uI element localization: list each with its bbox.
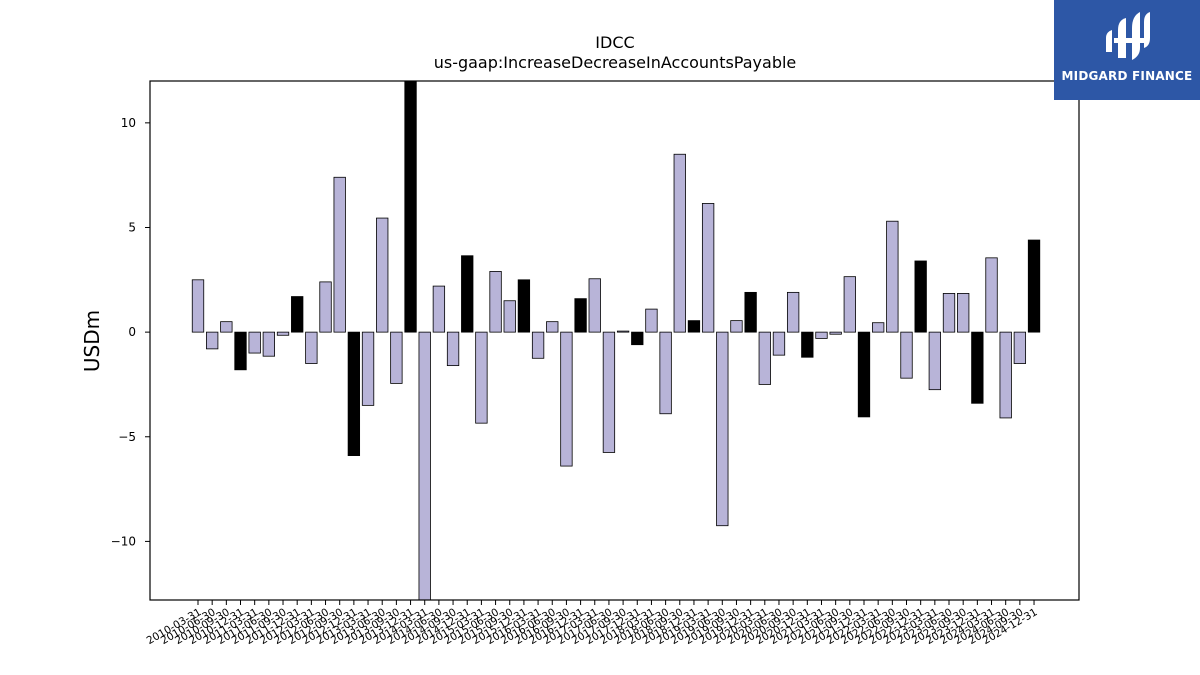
bar-2017-03-31: [588, 278, 601, 333]
bar-2011-03-31: [248, 331, 261, 354]
y-tick-label: −5: [118, 430, 136, 444]
y-tick-label: 0: [128, 325, 136, 339]
plot-frame: [149, 80, 1080, 601]
bar-2022-03-31: [872, 322, 885, 333]
bar-2015-03-31: [475, 331, 488, 424]
bar-2023-06-30: [942, 293, 956, 333]
bar-2019-09-30: [730, 320, 743, 333]
bar-2011-12-31: [291, 296, 304, 333]
bar-2012-06-30: [319, 281, 332, 333]
bar-2018-03-31: [645, 308, 658, 333]
bar-2014-03-31: [418, 331, 431, 601]
bar-2016-09-30: [560, 331, 573, 467]
brand-logo: MIDGARD FINANCE: [1054, 0, 1200, 100]
bar-2024-06-30: [999, 331, 1012, 419]
bar-2019-12-31: [744, 291, 757, 333]
bar-2023-12-31: [971, 331, 984, 404]
chart-title: IDCC: [595, 33, 634, 52]
bar-2019-03-31: [701, 203, 715, 333]
bar-2020-06-30: [772, 331, 786, 356]
y-ticks-group: −10 −5 0 5 10: [111, 116, 150, 548]
y-tick-label: 10: [121, 116, 136, 130]
y-axis-label: USDm: [80, 310, 104, 372]
bar-2012-12-31: [347, 331, 361, 457]
bar-2022-06-30: [886, 220, 899, 333]
bar-2015-12-31: [517, 279, 531, 333]
bar-2010-03-31: [191, 279, 205, 333]
bar-2016-03-31: [531, 331, 545, 359]
bar-2022-09-30: [900, 331, 913, 379]
bar-2013-06-30: [376, 217, 389, 333]
bar-2013-12-31: [404, 80, 417, 333]
bar-2010-06-30: [206, 331, 219, 350]
bar-2014-06-30: [432, 285, 446, 333]
bar-2021-09-30: [843, 276, 856, 333]
bar-2013-03-31: [361, 331, 375, 406]
bar-2024-03-31: [985, 257, 998, 333]
bar-2011-06-30: [262, 331, 276, 357]
bar-2017-12-31: [631, 331, 644, 346]
bars-group: [191, 80, 1041, 601]
bar-2024-12-31: [1027, 239, 1041, 333]
bar-2022-12-31: [914, 260, 927, 333]
bar-2012-03-31: [305, 331, 318, 364]
bar-2017-09-30: [616, 330, 630, 333]
brand-name: MIDGARD FINANCE: [1061, 69, 1193, 83]
bar-2024-09-30: [1013, 331, 1027, 364]
bar-2019-06-30: [716, 331, 729, 527]
brand-mark-icon: [1106, 12, 1150, 60]
bar-2021-12-31: [857, 331, 871, 418]
bar-2012-09-30: [333, 176, 346, 333]
bar-2015-06-30: [489, 271, 502, 333]
y-tick-label: 5: [128, 220, 136, 234]
bar-2018-06-30: [659, 331, 672, 415]
bar-2020-12-31: [801, 331, 814, 358]
y-tick-label: −10: [111, 534, 136, 548]
bar-2020-03-31: [758, 331, 771, 385]
bar-2021-03-31: [815, 331, 828, 339]
x-ticks-group: 2010-03-312010-06-302010-09-302010-12-31…: [145, 600, 1040, 647]
bar-2023-09-30: [957, 293, 970, 333]
bar-2016-12-31: [574, 298, 587, 333]
bar-2013-09-30: [390, 331, 403, 384]
bar-2010-09-30: [220, 321, 233, 333]
bar-2021-06-30: [829, 331, 842, 335]
bar-2014-09-30: [446, 331, 460, 367]
chart-subtitle: us-gaap:IncreaseDecreaseInAccountsPayabl…: [434, 53, 797, 72]
bar-2010-12-31: [234, 331, 247, 371]
bar-2016-06-30: [546, 321, 559, 333]
bar-2023-03-31: [928, 331, 941, 391]
bar-2011-09-30: [276, 331, 290, 336]
bar-2018-09-30: [673, 153, 686, 333]
bar-2020-09-30: [786, 291, 800, 333]
bar-2017-06-30: [602, 331, 616, 453]
bar-2014-12-31: [461, 255, 474, 333]
bar-2015-09-30: [503, 300, 516, 333]
bar-2018-12-31: [687, 320, 701, 333]
